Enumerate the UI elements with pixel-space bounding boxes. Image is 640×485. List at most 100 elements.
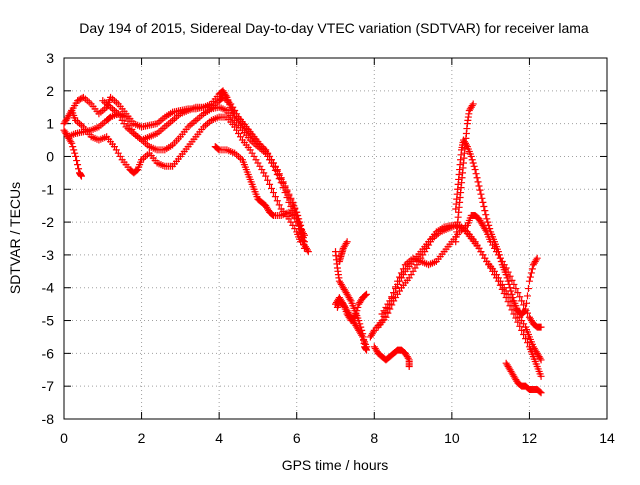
data-point xyxy=(485,221,493,229)
data-point xyxy=(68,139,76,147)
data-point xyxy=(303,246,311,254)
data-point xyxy=(351,313,359,321)
data-point xyxy=(536,388,544,396)
data-point xyxy=(528,265,536,273)
data-point xyxy=(358,331,366,339)
data-point xyxy=(369,328,377,336)
data-point xyxy=(520,330,528,338)
data-point xyxy=(354,303,362,311)
data-point xyxy=(285,190,293,198)
data-point xyxy=(67,138,75,146)
data-points xyxy=(60,87,545,397)
data-point xyxy=(512,285,520,293)
data-point xyxy=(71,149,79,157)
y-tick-label: -8 xyxy=(42,411,55,427)
data-point xyxy=(386,305,394,313)
data-point xyxy=(508,306,516,314)
data-point xyxy=(386,297,394,305)
y-tick-label: 3 xyxy=(46,50,54,66)
data-point xyxy=(70,146,78,154)
data-point xyxy=(484,218,492,226)
y-tick-labels: 3 2 1 0 -1 -2 -3 -4 -5 -6 -7 -8 xyxy=(42,50,55,427)
y-tick-label: 0 xyxy=(46,148,54,164)
y-tick-label: -2 xyxy=(42,214,55,230)
data-point xyxy=(510,310,518,318)
data-point xyxy=(338,298,346,306)
data-point xyxy=(525,277,533,285)
y-tick-label: -6 xyxy=(42,345,55,361)
data-point xyxy=(405,362,413,370)
series-sat-c xyxy=(64,103,308,252)
data-point xyxy=(353,307,361,315)
data-point xyxy=(518,297,526,305)
x-tick-label: 4 xyxy=(215,430,223,446)
data-point xyxy=(504,277,512,285)
data-point xyxy=(505,280,513,288)
data-point xyxy=(304,248,312,256)
x-tick-label: 8 xyxy=(370,430,378,446)
data-point xyxy=(124,117,132,125)
data-point xyxy=(462,141,470,149)
data-point xyxy=(468,102,476,110)
grid xyxy=(64,58,607,419)
y-tick-label: 2 xyxy=(46,83,54,99)
data-point xyxy=(477,190,485,198)
y-tick-label: -5 xyxy=(42,313,55,329)
data-point xyxy=(512,314,520,322)
data-point xyxy=(508,276,516,284)
data-point xyxy=(474,178,482,186)
data-point xyxy=(469,100,477,108)
data-point xyxy=(392,285,400,293)
data-point xyxy=(537,389,545,397)
data-point xyxy=(291,205,299,213)
series-sat-d xyxy=(68,107,305,246)
data-point xyxy=(363,343,371,351)
data-point xyxy=(363,290,371,298)
data-point xyxy=(483,215,491,223)
data-point xyxy=(486,225,494,233)
data-point xyxy=(507,287,515,295)
data-point xyxy=(74,161,82,169)
data-point xyxy=(522,335,530,343)
data-point xyxy=(470,162,478,170)
x-tick-label: 10 xyxy=(444,430,460,446)
data-point xyxy=(508,290,516,298)
data-point xyxy=(469,159,477,167)
data-point xyxy=(523,292,531,300)
axis-ticks xyxy=(63,57,608,420)
data-point xyxy=(75,165,83,173)
data-point xyxy=(467,152,475,160)
data-point xyxy=(518,326,526,334)
data-point xyxy=(537,372,545,380)
data-point xyxy=(476,186,484,194)
data-point xyxy=(472,170,480,178)
data-point xyxy=(473,174,481,182)
data-point xyxy=(273,197,281,205)
data-point xyxy=(382,313,390,321)
data-point xyxy=(479,198,487,206)
data-point xyxy=(523,299,531,307)
data-point xyxy=(481,207,489,215)
data-point xyxy=(343,238,351,246)
x-tick-label: 14 xyxy=(599,430,615,446)
data-point xyxy=(509,294,517,302)
data-point xyxy=(524,285,532,293)
x-tick-label: 12 xyxy=(522,430,538,446)
data-point xyxy=(346,295,354,303)
series-sat-q xyxy=(502,359,545,397)
data-point xyxy=(262,172,270,180)
y-tick-label: -4 xyxy=(42,280,55,296)
x-axis-label: GPS time / hours xyxy=(282,457,389,473)
data-point xyxy=(277,174,285,182)
data-point xyxy=(516,322,524,330)
data-point xyxy=(502,294,510,302)
plot-frame xyxy=(63,57,608,420)
y-tick-label: 1 xyxy=(46,116,54,132)
data-point xyxy=(78,94,86,102)
data-point xyxy=(523,339,531,347)
data-point xyxy=(498,285,506,293)
data-point xyxy=(342,239,350,247)
data-point xyxy=(275,170,283,178)
